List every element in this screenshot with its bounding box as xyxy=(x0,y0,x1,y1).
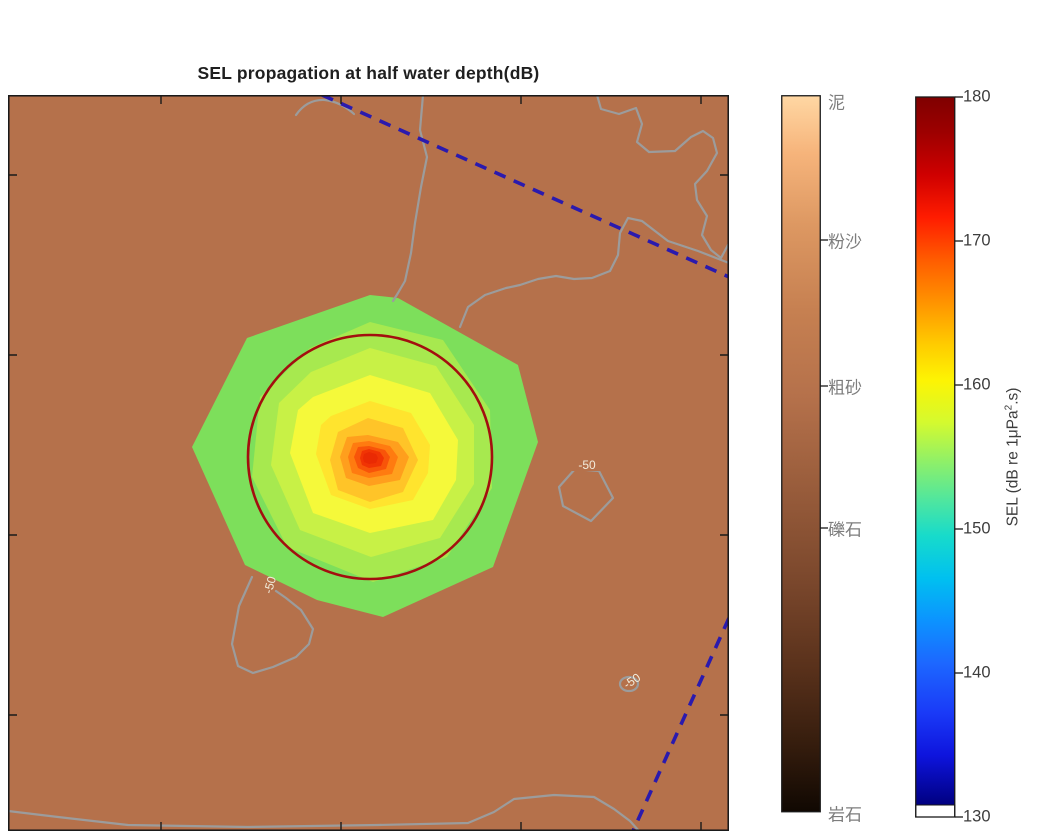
sel-tick-label-180: 180 xyxy=(963,87,991,106)
axes-box xyxy=(8,95,729,831)
sel-tick-label-140: 140 xyxy=(963,663,991,682)
depth-label-1-group: -50 xyxy=(572,458,602,472)
impact-range-circle xyxy=(246,333,494,581)
sel-axis-label-sup: 2 xyxy=(1003,404,1015,411)
depth-contour-labels: -50 -50 -50 xyxy=(261,458,643,692)
depth-contour-label-1: -50 xyxy=(578,458,596,472)
y-ticks-left xyxy=(9,174,17,716)
sel-tick-label-170: 170 xyxy=(963,231,991,250)
y-ticks-right xyxy=(720,174,728,716)
boundary-line-top xyxy=(321,95,729,279)
depth-contour-mid-traverse xyxy=(458,216,729,329)
sel-colorbar-gradient xyxy=(915,97,955,805)
boundary-dashed-lines xyxy=(321,95,729,831)
sel-ring-168 xyxy=(363,452,378,464)
x-ticks-bottom xyxy=(160,822,702,830)
plot-border xyxy=(8,95,729,831)
sel-axis-label-text: SEL (dB re 1μPa2.s) xyxy=(1003,388,1022,527)
depth-label-1-mask xyxy=(572,458,602,471)
depth-contour-loop-below-source xyxy=(230,575,315,675)
sediment-colorbar-gradient xyxy=(781,95,821,813)
sel-tick-label-130: 130 xyxy=(963,807,991,826)
depth-contour-topright-loop xyxy=(595,95,729,260)
boundary-line-bottom xyxy=(631,617,729,831)
sel-colorbar-ticks xyxy=(955,96,963,818)
sel-tick-label-160: 160 xyxy=(963,375,991,394)
sediment-label-coarse-sand: 粗砂 xyxy=(828,378,862,398)
depth-contour-bottom xyxy=(8,793,641,831)
sel-colorbar-border xyxy=(915,96,956,818)
depth-label-2-group: -50 xyxy=(261,574,279,595)
sel-colorbar xyxy=(915,96,963,818)
sel-axis-label-pre: SEL (dB re 1μPa xyxy=(1004,410,1022,527)
depth-contour-top-corner xyxy=(294,98,356,117)
sediment-label-silt: 粉沙 xyxy=(828,232,862,252)
sediment-label-rock: 岩石 xyxy=(828,805,862,825)
sediment-colorbar xyxy=(781,95,828,813)
sel-tick-label-150: 150 xyxy=(963,519,991,538)
chart-title: SEL propagation at half water depth(dB) xyxy=(197,63,540,83)
sel-colorbar-underrange xyxy=(915,804,956,818)
sediment-label-mud: 泥 xyxy=(828,93,845,113)
x-ticks-top xyxy=(160,96,702,104)
contour-map: -50 -50 -50 xyxy=(8,95,729,831)
depth-contour-label-2: -50 xyxy=(261,574,279,595)
sel-axis-label-post: .s) xyxy=(1004,387,1022,405)
sediment-colorbar-ticks xyxy=(820,239,828,529)
axis-ticks xyxy=(9,96,728,830)
depth-contour-blob xyxy=(618,675,640,693)
sediment-label-gravel: 礫石 xyxy=(828,520,862,540)
